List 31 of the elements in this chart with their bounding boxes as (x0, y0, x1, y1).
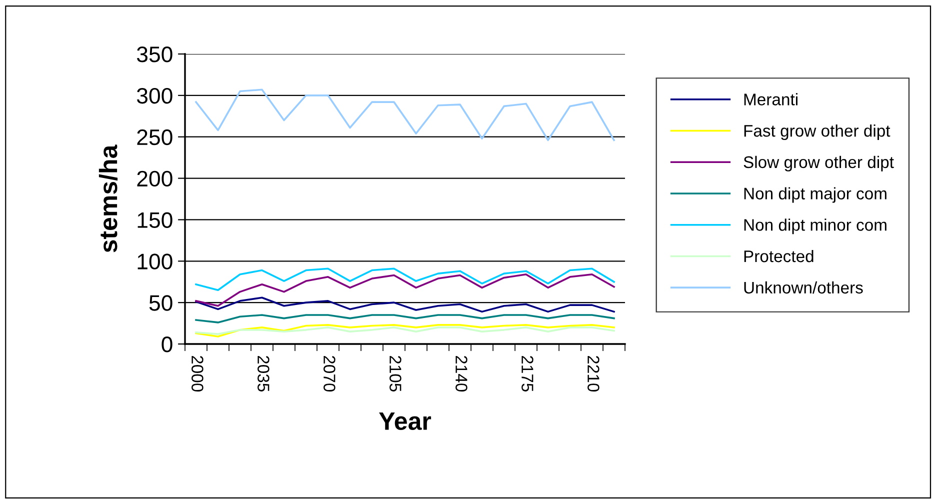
x-tick-label: 2000 (192, 356, 204, 392)
line-series (195, 326, 615, 335)
y-axis-title: stems/ha (98, 144, 118, 252)
x-tick-label: 2070 (324, 356, 336, 392)
line-series (195, 273, 615, 307)
legend-label: Unknown/others (744, 281, 863, 294)
x-tick-label: 2140 (456, 356, 468, 392)
y-tick-label: 300 (136, 88, 172, 104)
line-series (195, 314, 615, 324)
legend-label: Non dipt minor com (744, 218, 886, 234)
x-tick-label: 2105 (390, 356, 402, 392)
x-axis-title: Year (379, 412, 432, 430)
legend-label: Fast grow other dipt (744, 124, 890, 140)
x-tick-label: 2210 (588, 356, 600, 392)
legend-label: Meranti (744, 93, 798, 106)
x-tick-label: 2175 (522, 356, 534, 392)
y-tick-label: 200 (137, 170, 172, 187)
y-tick-label: 350 (136, 46, 172, 62)
legend-label: Slow grow other dipt (744, 156, 894, 172)
y-tick-label: 100 (138, 254, 172, 270)
y-tick-label: 50 (149, 295, 172, 311)
y-tick-label: 250 (137, 129, 172, 146)
y-tick-label: 0 (162, 336, 172, 352)
x-tick-label: 2035 (258, 356, 270, 392)
line-series (195, 324, 615, 338)
y-tick-label: 150 (138, 212, 172, 228)
legend-label: Protected (744, 250, 814, 262)
line-series (195, 268, 615, 292)
line-series (195, 296, 615, 313)
legend-label: Non dipt major com (744, 187, 886, 203)
line-series (195, 88, 615, 142)
